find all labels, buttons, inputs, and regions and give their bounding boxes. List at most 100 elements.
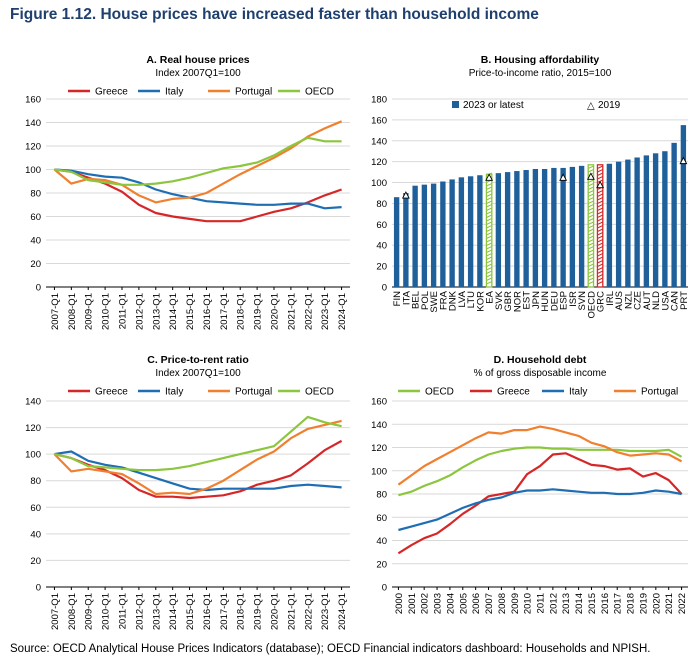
bar-hatch <box>486 277 493 281</box>
x-tick-label: 2019-Q1 <box>253 593 264 630</box>
bar-hatch <box>587 267 594 271</box>
x-tick-label: 2023-Q1 <box>320 293 331 330</box>
y-tick-label: 140 <box>25 118 41 129</box>
x-tick-label: 2013-Q1 <box>151 593 162 630</box>
bar-swe <box>430 183 437 287</box>
bar-hatch <box>587 235 594 239</box>
x-tick-label: OECD <box>586 291 597 319</box>
y-tick-label: 0 <box>36 583 41 594</box>
bar-hatch <box>587 169 594 173</box>
bar-prt <box>680 125 687 287</box>
source-note: Source: OECD Analytical House Prices Ind… <box>10 643 651 655</box>
marker-2019-ita <box>401 191 410 199</box>
x-tick-label: 2020 <box>651 593 662 614</box>
y-tick-label: 160 <box>371 115 387 126</box>
bar-hatch <box>486 186 493 190</box>
x-tick-label: KOR <box>475 291 486 312</box>
bar-bel <box>412 185 418 287</box>
bar-hatch <box>597 172 604 176</box>
bar-hatch <box>486 246 493 250</box>
bar-est <box>523 170 529 287</box>
x-tick-label: GBR <box>503 291 514 312</box>
x-tick-label: 2016-Q1 <box>202 293 213 330</box>
bar-hatch <box>587 274 594 278</box>
y-tick-label: 40 <box>376 241 387 252</box>
x-tick-label: AUS <box>614 291 625 311</box>
bar-can <box>671 142 677 287</box>
x-tick-label: 2024-Q1 <box>337 293 348 330</box>
x-tick-label: 2011 <box>536 593 547 613</box>
chart-d-svg: D. Household debt % of gross disposable i… <box>371 354 688 614</box>
x-tick-label: 2011-Q1 <box>118 293 129 329</box>
bar-hatch <box>486 228 493 232</box>
bar-hatch <box>486 267 493 271</box>
x-tick-label: 2022 <box>677 593 688 614</box>
bar-hatch <box>597 246 604 250</box>
y-tick-label: 120 <box>371 157 387 168</box>
figure-title: Figure 1.12. House prices have increased… <box>10 6 539 23</box>
y-tick-label: 140 <box>371 136 387 147</box>
bar-hatch <box>587 263 594 267</box>
x-tick-label: POL <box>420 291 431 310</box>
y-tick-label: 40 <box>30 236 41 247</box>
legend-label-portugal: Portugal <box>641 387 678 398</box>
bar-hatch <box>597 281 604 285</box>
bar-esp <box>560 167 566 287</box>
y-tick-label: 120 <box>25 142 41 153</box>
x-tick-label: 2010 <box>523 593 534 614</box>
bar-hatch <box>587 221 594 225</box>
x-tick-label: 2015-Q1 <box>185 593 196 630</box>
bar-hatch <box>597 225 604 229</box>
x-tick-label: PRT <box>679 291 690 310</box>
x-tick-label: 2012-Q1 <box>134 593 145 630</box>
bar-nld <box>652 153 659 287</box>
bar-hatch <box>587 186 594 190</box>
bar-hatch <box>486 214 493 218</box>
x-tick-label: 2017 <box>613 593 624 614</box>
y-tick-label: 20 <box>376 559 387 570</box>
y-tick-label: 80 <box>30 189 41 200</box>
bar-hatch <box>587 200 594 204</box>
x-tick-label: 2019-Q1 <box>253 293 264 330</box>
y-tick-label: 80 <box>376 199 387 210</box>
bar-hatch <box>486 211 493 215</box>
bar-hatch <box>597 267 604 271</box>
legend-label-2019: 2019 <box>598 100 621 111</box>
bar-hatch <box>597 165 604 169</box>
x-tick-label: 2012 <box>548 593 559 614</box>
bar-ita <box>403 193 409 287</box>
chart-title: C. Price-to-rent ratio <box>147 354 249 366</box>
x-tick-label: CZE <box>633 291 644 310</box>
y-tick-label: 80 <box>30 476 41 487</box>
bar-hatch <box>486 242 493 246</box>
bar-hatch <box>587 165 594 169</box>
x-tick-label: ISR <box>568 291 579 307</box>
bar-hatch <box>597 260 604 264</box>
x-tick-label: 2009-Q1 <box>84 593 95 630</box>
series-line-italy <box>54 168 342 210</box>
bar-hatch <box>486 274 493 278</box>
bar-svn <box>578 165 585 287</box>
legend-label-italy: Italy <box>569 387 587 398</box>
bar-hatch <box>597 169 604 173</box>
bar-hatch <box>587 225 594 229</box>
chart-a-svg: A. Real house prices Index 2007Q1=100 0 20 4… <box>25 54 350 330</box>
x-tick-label: 2021-Q1 <box>286 593 297 630</box>
bar-hatch <box>486 249 493 253</box>
x-tick-label: 2018-Q1 <box>236 593 247 630</box>
bar-hatch <box>587 211 594 215</box>
legend-label-italy: Italy <box>165 387 183 398</box>
x-tick-label: 2014 <box>574 593 585 614</box>
y-tick-label: 40 <box>30 529 41 540</box>
x-tick-label: 2005 <box>458 593 469 614</box>
bar-hatch <box>587 246 594 250</box>
x-tick-label: 2024-Q1 <box>337 593 348 630</box>
bar-irl <box>606 163 613 287</box>
bar-hatch <box>597 204 604 208</box>
x-tick-label: FRA <box>438 290 449 310</box>
bar-fra <box>440 181 446 287</box>
bar-hatch <box>597 274 604 278</box>
x-tick-label: 2014-Q1 <box>168 293 179 330</box>
x-tick-label: 2018-Q1 <box>236 293 247 330</box>
